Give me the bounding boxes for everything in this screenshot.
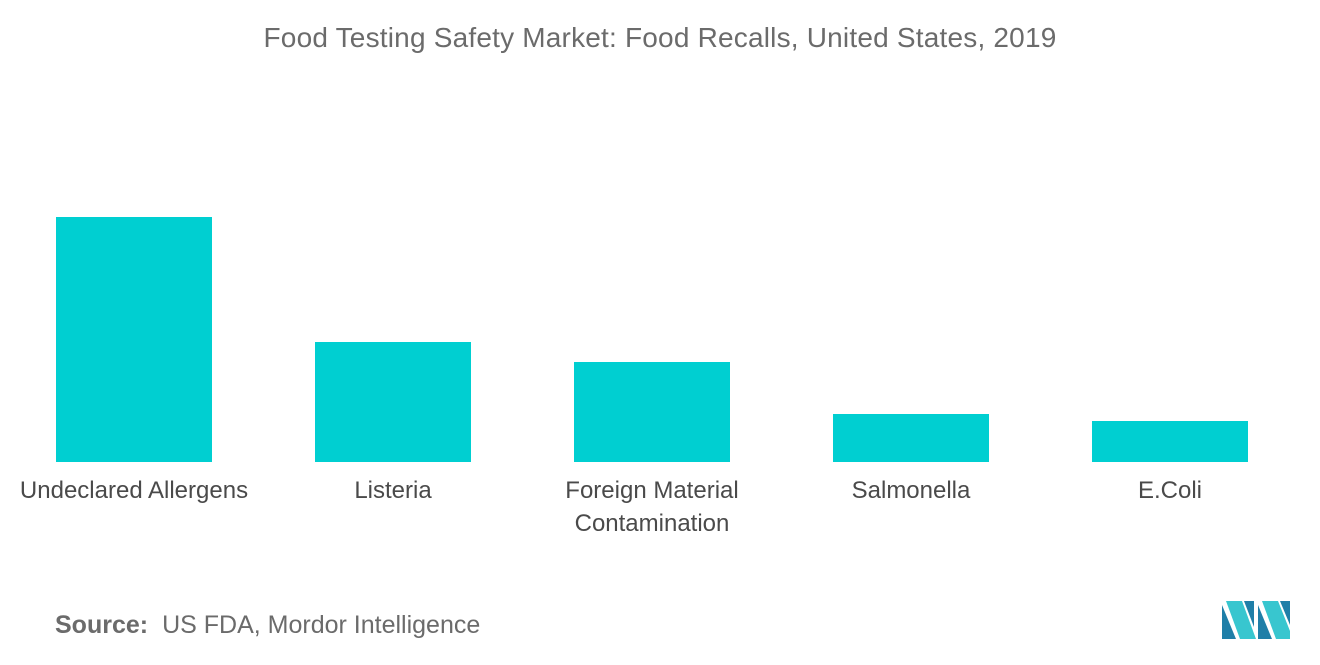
- chart-title: Food Testing Safety Market: Food Recalls…: [263, 22, 1057, 53]
- category-label-2-line-1: Contamination: [575, 510, 730, 537]
- bar-chart: Undeclared Allergens Listeria Foreign Mate…: [20, 217, 1248, 537]
- bar-1: [315, 342, 471, 462]
- source-label: Source:: [55, 611, 149, 639]
- category-label-3: Salmonella: [852, 477, 971, 504]
- category-label-1: Listeria: [354, 477, 432, 504]
- bar-0: [56, 217, 212, 462]
- bar-2: [574, 362, 730, 462]
- bar-4: [1092, 421, 1248, 462]
- category-label-0: Undeclared Allergens: [20, 477, 248, 504]
- source-note: Source: US FDA, Mordor Intelligence: [55, 611, 480, 640]
- category-label-2-line-0: Foreign Material: [565, 477, 738, 504]
- bar-3: [833, 414, 989, 462]
- source-text: US FDA, Mordor Intelligence: [162, 611, 481, 639]
- mordor-intelligence-logo-icon: [1222, 601, 1290, 639]
- category-label-4: E.Coli: [1138, 477, 1202, 504]
